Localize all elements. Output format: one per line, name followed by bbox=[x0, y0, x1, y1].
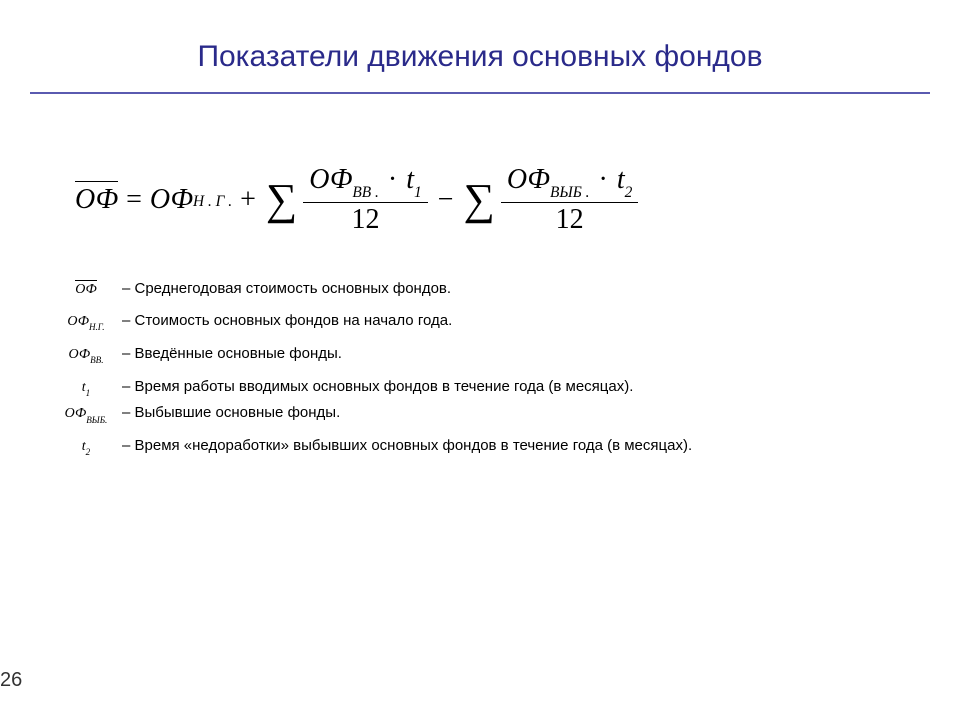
minus-sign: − bbox=[430, 184, 462, 216]
legend: ОФ – Среднегодовая стоимость основных фо… bbox=[50, 280, 900, 470]
plus-sign: + bbox=[232, 184, 264, 216]
legend-desc: – Введённые основные фонды. bbox=[122, 345, 900, 362]
legend-symbol: ОФ bbox=[50, 282, 122, 298]
legend-sym-base: ОФ bbox=[65, 406, 87, 421]
legend-sym-sub: 1 bbox=[86, 388, 91, 398]
legend-desc: – Среднегодовая стоимость основных фондо… bbox=[122, 280, 900, 297]
legend-sym-sub: 2 bbox=[86, 447, 91, 457]
legend-sym-base: ОФ bbox=[75, 282, 97, 298]
denom-1: 12 bbox=[351, 203, 379, 236]
rhs-of-ng-base: ОФ bbox=[150, 184, 193, 216]
legend-desc: – Стоимость основных фондов на начало го… bbox=[122, 312, 900, 329]
t2-sub: 2 bbox=[625, 184, 633, 201]
legend-row: t2 – Время «недоработки» выбывших основн… bbox=[50, 437, 900, 456]
legend-desc: – Выбывшие основные фонды. bbox=[122, 404, 900, 421]
legend-row: ОФВВ. – Введённые основные фонды. bbox=[50, 345, 900, 364]
page-number: 26 bbox=[0, 669, 22, 692]
legend-sym-sub: Н.Г. bbox=[89, 322, 105, 332]
t1-sub: 1 bbox=[414, 184, 422, 201]
fraction-vyb: ОФВЫБ . · t2 12 bbox=[501, 165, 639, 235]
slide-title: Показатели движения основных фондов bbox=[0, 40, 960, 74]
legend-symbol: t2 bbox=[50, 439, 122, 456]
legend-row: ОФН.Г. – Стоимость основных фондов на на… bbox=[50, 312, 900, 331]
equals-sign: = bbox=[118, 184, 150, 216]
slide: Показатели движения основных фондов ОФ =… bbox=[0, 0, 960, 720]
title-underline bbox=[30, 92, 930, 94]
legend-sym-base: ОФ bbox=[69, 347, 91, 362]
lhs-of-overline: ОФ bbox=[75, 184, 118, 216]
t2-base: t bbox=[617, 164, 625, 195]
rhs-of-ng-sub: Н . Г . bbox=[193, 193, 232, 211]
sigma-1: ∑ bbox=[264, 178, 301, 222]
vv-sub: ВВ . bbox=[352, 184, 379, 201]
legend-desc: – Время «недоработки» выбывших основных … bbox=[122, 437, 900, 454]
legend-symbol: t1 bbox=[50, 380, 122, 397]
legend-sym-base: ОФ bbox=[67, 314, 89, 329]
vyb-sub: ВЫБ . bbox=[550, 184, 590, 201]
legend-row: ОФ – Среднегодовая стоимость основных фо… bbox=[50, 280, 900, 298]
fraction-vv: ОФВВ . · t1 12 bbox=[303, 165, 427, 235]
dot-2: · bbox=[597, 164, 610, 195]
vyb-base: ОФ bbox=[507, 164, 550, 195]
legend-symbol: ОФВЫБ. bbox=[50, 406, 122, 423]
legend-sym-sub: ВВ. bbox=[90, 355, 103, 365]
legend-symbol: ОФН.Г. bbox=[50, 314, 122, 331]
sigma-2: ∑ bbox=[461, 178, 498, 222]
legend-row: ОФВЫБ. – Выбывшие основные фонды. bbox=[50, 404, 900, 423]
main-formula: ОФ = ОФН . Г . + ∑ ОФВВ . · t1 12 − ∑ ОФ… bbox=[75, 165, 640, 235]
legend-sym-sub: ВЫБ. bbox=[86, 415, 107, 425]
legend-symbol: ОФВВ. bbox=[50, 347, 122, 364]
legend-desc: – Время работы вводимых основных фондов … bbox=[122, 378, 900, 395]
t1-base: t bbox=[406, 164, 414, 195]
dot-1: · bbox=[386, 164, 399, 195]
legend-row: t1 – Время работы вводимых основных фонд… bbox=[50, 378, 900, 397]
denom-2: 12 bbox=[556, 203, 584, 236]
vv-base: ОФ bbox=[309, 164, 352, 195]
